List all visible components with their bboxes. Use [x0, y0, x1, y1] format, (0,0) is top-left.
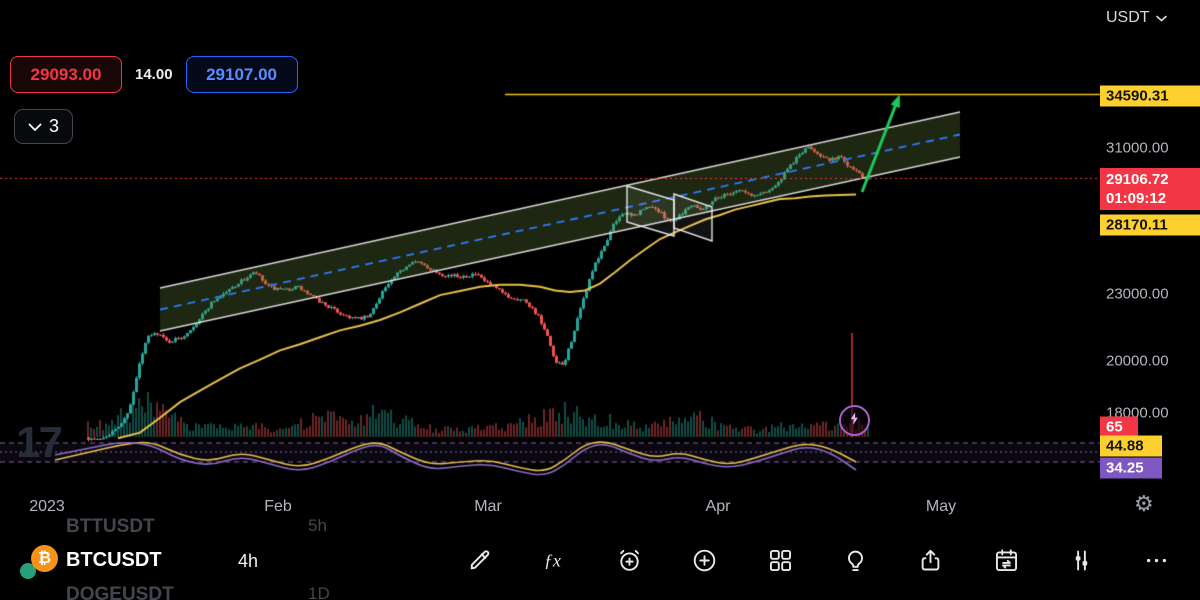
bar-countdown: 01:09:12 [1106, 190, 1167, 207]
chevron-down-icon [28, 116, 42, 137]
symbol-pair-icon: ₿ [20, 545, 58, 579]
last-price-label: 29106.72 01:09:12 [1100, 168, 1200, 210]
price-axis-label: 28170.11 [1100, 214, 1200, 236]
ideas-icon[interactable] [839, 543, 873, 577]
sell-price-button[interactable]: 29093.00 [10, 56, 122, 93]
symbol-button[interactable]: BTCUSDT [66, 549, 162, 571]
usdt-coin-icon [20, 563, 36, 579]
picker-interval: 1D [308, 584, 330, 600]
currency-label: USDT [1106, 9, 1150, 26]
price-axis-label: 65 [1100, 416, 1138, 438]
currency-toggle[interactable]: USDT [1106, 9, 1167, 27]
bottom-toolbar: ₿ BTCUSDT 4h ƒx [0, 537, 1200, 600]
settings-gear-icon[interactable]: ⚙ [1134, 491, 1154, 516]
last-price-value: 29106.72 [1106, 171, 1169, 188]
time-axis-label: Mar [474, 498, 502, 515]
layout-count: 3 [48, 116, 59, 136]
picker-interval: 5h [308, 516, 327, 535]
svg-text:ƒx: ƒx [544, 550, 561, 570]
price-axis-label: 23000.00 [1106, 285, 1169, 303]
compare-icon[interactable] [1065, 543, 1099, 577]
interval-button[interactable]: 4h [238, 551, 259, 571]
layout-selector-button[interactable]: 3 [14, 109, 73, 144]
tradingview-watermark: 17 [16, 418, 63, 467]
calendar-icon[interactable] [989, 543, 1023, 577]
price-axis-label: 34590.31 [1100, 85, 1200, 107]
price-axis-label: 44.88 [1100, 435, 1162, 457]
time-axis-label: Apr [705, 498, 731, 515]
buy-price-button[interactable]: 29107.00 [185, 56, 298, 93]
alert-plus-icon[interactable] [613, 543, 647, 577]
chevron-down-icon [1155, 9, 1167, 27]
order-panel: 29093.00 14.00 29107.00 [10, 56, 298, 93]
function-icon[interactable]: ƒx [537, 543, 571, 577]
price-axis-label: 34.25 [1100, 457, 1162, 479]
picker-symbol: DOGEUSDT [66, 584, 174, 600]
lightning-bolt-icon [847, 410, 862, 432]
time-axis-label: 2023 [29, 498, 65, 515]
layout-grid-icon[interactable] [763, 543, 797, 577]
price-axis-label: 20000.00 [1106, 352, 1169, 370]
time-axis-label: May [925, 498, 957, 515]
time-axis[interactable]: 2023 Feb Mar Apr May [0, 498, 1100, 522]
spread-value: 14.00 [135, 66, 173, 83]
picker-symbol: BTTUSDT [66, 516, 155, 537]
add-icon[interactable] [688, 543, 722, 577]
share-icon[interactable] [914, 543, 948, 577]
btc-coin-icon: ₿ [31, 545, 58, 572]
price-axis-label: 31000.00 [1106, 139, 1169, 157]
more-icon[interactable] [1140, 543, 1174, 577]
toolbar-icons: ƒx [462, 543, 1174, 577]
flash-boost-button[interactable] [839, 405, 870, 436]
time-axis-label: Feb [264, 498, 292, 515]
draw-icon[interactable] [462, 543, 496, 577]
price-axis[interactable]: 34590.31 31000.00 28170.11 23000.00 20000.00… [1100, 0, 1200, 497]
